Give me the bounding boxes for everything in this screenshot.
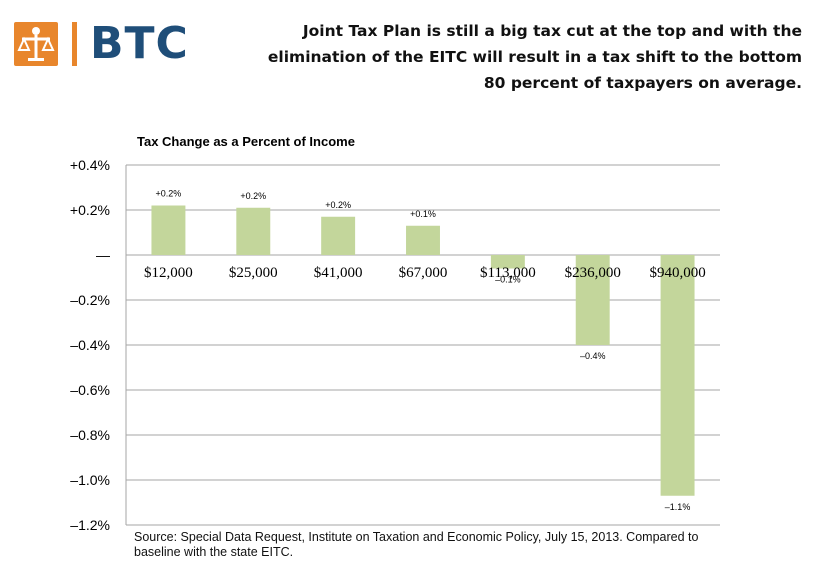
y-tick-label: –0.4%: [70, 337, 110, 353]
source-note: Source: Special Data Request, Institute …: [134, 530, 699, 559]
headline: Joint Tax Plan is still a big tax cut at…: [267, 22, 802, 92]
data-label: –0.1%: [495, 275, 521, 285]
data-label: –0.4%: [580, 351, 606, 361]
y-tick-label: –0.6%: [70, 382, 110, 398]
y-tick-label: –1.2%: [70, 517, 110, 530]
x-category-label: $113,000: [480, 265, 536, 281]
btc-logo: BTC: [14, 16, 214, 69]
scales-of-justice-icon: [14, 22, 58, 66]
data-label: +0.2%: [156, 189, 182, 199]
data-label: +0.2%: [240, 191, 266, 201]
logo-divider: [72, 22, 77, 66]
data-label: –1.1%: [665, 502, 691, 512]
bar: [236, 207, 271, 255]
x-category-label: $236,000: [565, 265, 621, 281]
bar: [575, 255, 610, 345]
gridlines: [125, 164, 720, 526]
logo-text: BTC: [90, 18, 189, 69]
bar: [321, 216, 356, 255]
y-tick-label: +0.4%: [70, 157, 110, 173]
data-label: +0.1%: [410, 209, 436, 219]
bar: [490, 255, 525, 269]
y-tick-label: –1.0%: [70, 472, 110, 488]
y-axis: +0.4% +0.2% — –0.2% –0.4% –0.6% –0.8% –1.0% –1.2…: [70, 157, 110, 530]
data-labels: +0.2% +0.2% +0.2% +0.1% –0.1% –0.4% –1.1%: [156, 189, 691, 512]
chart-title: Tax Change as a Percent of Income: [137, 134, 355, 149]
y-tick-label: –0.8%: [70, 427, 110, 443]
bars: [151, 205, 695, 496]
x-category-label: $25,000: [229, 265, 278, 281]
x-category-label: $940,000: [649, 265, 705, 281]
bar: [151, 205, 186, 255]
y-tick-label: –0.2%: [70, 292, 110, 308]
bar-chart: Tax Change as a Percent of Income +0.4%+…: [70, 134, 720, 530]
y-tick-label: —: [96, 247, 110, 263]
y-tick-label: +0.2%: [70, 202, 110, 218]
x-category-label: $67,000: [399, 265, 448, 281]
data-label: +0.2%: [325, 200, 351, 210]
x-category-label: $41,000: [314, 265, 363, 281]
x-axis-categories: $12,000 $25,000 $41,000 $67,000 $113,000 $236…: [144, 265, 706, 281]
bar: [406, 225, 440, 255]
x-category-label: $12,000: [144, 265, 193, 281]
bar: [660, 255, 695, 496]
